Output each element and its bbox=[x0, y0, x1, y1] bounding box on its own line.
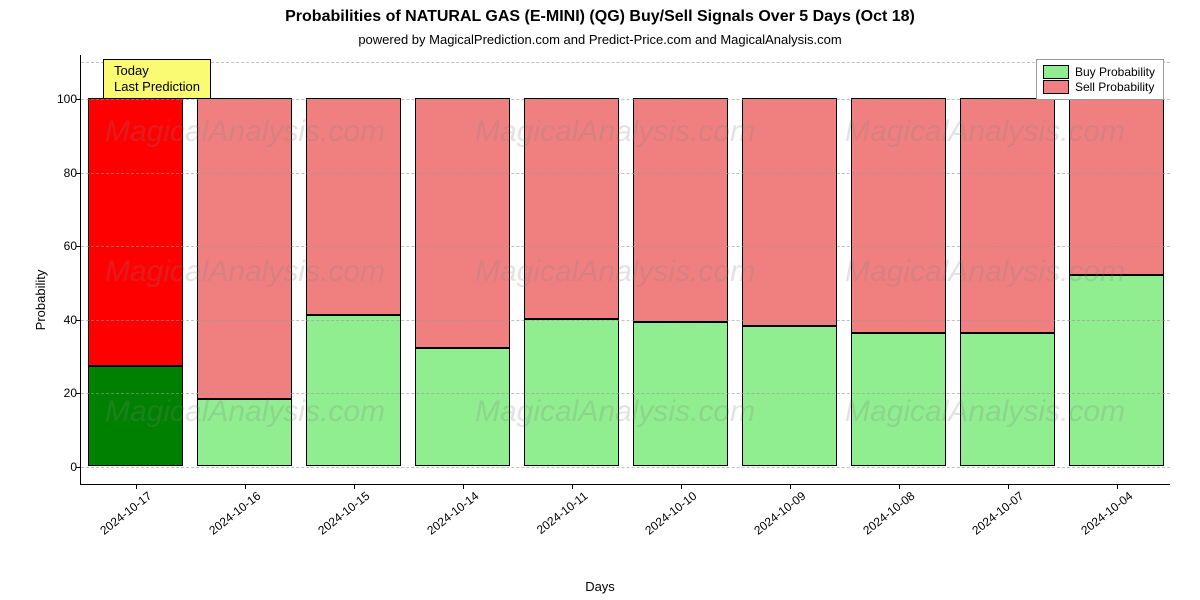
chart-subtitle: powered by MagicalPrediction.com and Pre… bbox=[0, 32, 1200, 47]
plot-area: Buy ProbabilitySell Probability Today La… bbox=[80, 55, 1170, 485]
x-tick-label: 2024-10-04 bbox=[1012, 484, 1135, 586]
chart-container: Probabilities of NATURAL GAS (E-MINI) (Q… bbox=[0, 0, 1200, 600]
bar-slot bbox=[742, 54, 838, 484]
gridline bbox=[81, 320, 1170, 321]
x-tick-label: 2024-10-08 bbox=[794, 484, 917, 586]
legend-label: Buy Probability bbox=[1075, 65, 1155, 79]
buy-bar bbox=[524, 319, 620, 466]
legend-item: Buy Probability bbox=[1043, 65, 1155, 79]
gridline bbox=[81, 246, 1170, 247]
x-tick-label: 2024-10-17 bbox=[31, 484, 154, 586]
bar-slot bbox=[88, 54, 184, 484]
bar-slot bbox=[524, 54, 620, 484]
chart-title: Probabilities of NATURAL GAS (E-MINI) (Q… bbox=[0, 8, 1200, 26]
y-tick-mark bbox=[76, 99, 81, 100]
buy-bar bbox=[960, 333, 1056, 465]
sell-bar bbox=[524, 98, 620, 319]
y-tick-mark bbox=[76, 173, 81, 174]
y-tick-label: 80 bbox=[43, 166, 77, 180]
y-tick-label: 40 bbox=[43, 313, 77, 327]
annotation-line-2: Last Prediction bbox=[114, 79, 200, 95]
x-axis-label: Days bbox=[0, 579, 1200, 594]
y-tick-mark bbox=[76, 393, 81, 394]
sell-bar bbox=[633, 98, 729, 322]
bar-slot bbox=[633, 54, 729, 484]
sell-bar bbox=[197, 98, 293, 399]
bar-slot bbox=[197, 54, 293, 484]
y-tick-label: 0 bbox=[43, 460, 77, 474]
bar-slot bbox=[1069, 54, 1165, 484]
y-tick-mark bbox=[76, 467, 81, 468]
sell-bar bbox=[851, 98, 947, 333]
x-tick-label: 2024-10-15 bbox=[249, 484, 372, 586]
x-tick-label: 2024-10-11 bbox=[467, 484, 590, 586]
buy-bar bbox=[306, 315, 402, 466]
bar-slot bbox=[960, 54, 1056, 484]
buy-bar bbox=[197, 399, 293, 465]
bar-slot bbox=[415, 54, 511, 484]
gridline bbox=[81, 467, 1170, 468]
gridline bbox=[81, 393, 1170, 394]
y-tick-mark bbox=[76, 246, 81, 247]
x-tick-label: 2024-10-16 bbox=[140, 484, 263, 586]
x-tick-label: 2024-10-07 bbox=[903, 484, 1026, 586]
sell-bar bbox=[742, 98, 838, 326]
bar-slot bbox=[306, 54, 402, 484]
buy-bar bbox=[851, 333, 947, 465]
buy-bar bbox=[88, 366, 184, 465]
y-tick-label: 20 bbox=[43, 386, 77, 400]
sell-bar bbox=[1069, 98, 1165, 274]
bar-slot bbox=[851, 54, 947, 484]
gridline bbox=[81, 99, 1170, 100]
y-tick-label: 100 bbox=[43, 92, 77, 106]
bars-layer bbox=[81, 55, 1170, 484]
x-tick-label: 2024-10-14 bbox=[358, 484, 481, 586]
legend-swatch bbox=[1043, 65, 1069, 79]
x-tick-label: 2024-10-09 bbox=[685, 484, 808, 586]
legend-swatch bbox=[1043, 80, 1069, 94]
buy-bar bbox=[1069, 275, 1165, 466]
legend-item: Sell Probability bbox=[1043, 80, 1155, 94]
y-tick-label: 60 bbox=[43, 239, 77, 253]
sell-bar bbox=[88, 98, 184, 366]
buy-bar bbox=[742, 326, 838, 466]
sell-bar bbox=[960, 98, 1056, 333]
buy-bar bbox=[415, 348, 511, 466]
x-tick-label: 2024-10-10 bbox=[576, 484, 699, 586]
annotation-line-1: Today bbox=[114, 63, 200, 79]
y-tick-mark bbox=[76, 320, 81, 321]
legend-label: Sell Probability bbox=[1075, 80, 1154, 94]
gridline bbox=[81, 173, 1170, 174]
sell-bar bbox=[415, 98, 511, 348]
reference-line bbox=[81, 62, 1170, 63]
sell-bar bbox=[306, 98, 402, 315]
today-annotation: Today Last Prediction bbox=[103, 59, 211, 99]
legend: Buy ProbabilitySell Probability bbox=[1036, 59, 1164, 100]
